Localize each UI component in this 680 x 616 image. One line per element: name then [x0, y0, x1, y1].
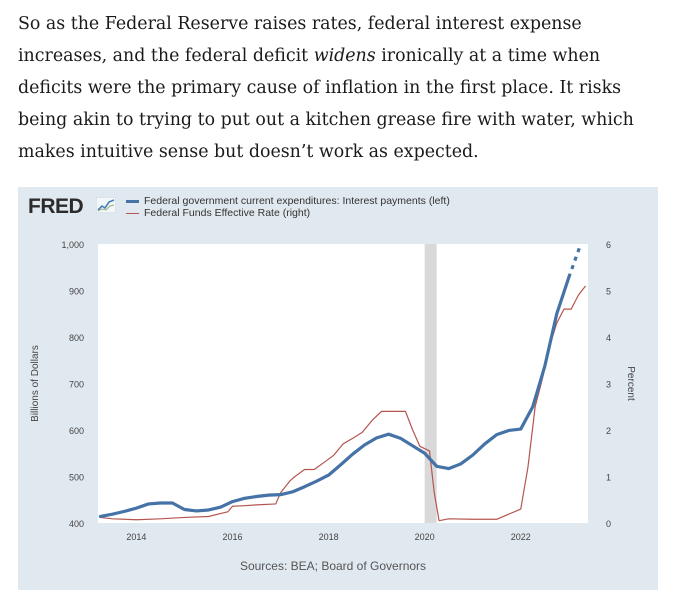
x-tick-label: 2016	[222, 532, 242, 542]
y-left-tick-label: 400	[69, 519, 84, 529]
y-right-tick-label: 6	[606, 240, 611, 250]
fred-chart-panel: 400 500 600 700 800 900 1,000 0 1 2 3 4 5 6 2014 2016 20…	[18, 187, 658, 590]
y-left-tick-label: 500	[69, 473, 84, 483]
recession-shading	[424, 244, 437, 523]
y-left-tick-label: 1,000	[61, 240, 84, 250]
y-right-tick-label: 1	[606, 473, 611, 483]
plot-area	[98, 244, 588, 523]
legend-swatch-fedfunds	[126, 212, 139, 214]
y-left-axis-title: Billions of Dollars	[30, 345, 41, 422]
x-tick-label: 2018	[319, 532, 339, 542]
legend-label-interest: Federal government current expenditures:…	[144, 195, 450, 207]
y-right-axis-title: Percent	[625, 366, 636, 401]
series-line-interest-payments-projection	[567, 243, 583, 279]
y-right-tick-label: 0	[606, 519, 611, 529]
y-left-tick-label: 900	[69, 287, 84, 297]
legend-label-fedfunds: Federal Funds Effective Rate (right)	[144, 207, 311, 219]
fred-chart: 400 500 600 700 800 900 1,000 0 1 2 3 4 5 6 2014 2016 20…	[30, 240, 636, 542]
legend-swatch-interest	[126, 199, 139, 203]
legend-item-interest-payments: Federal government current expenditures:…	[126, 195, 450, 207]
x-tick-label: 2022	[511, 532, 531, 542]
x-tick-label: 2014	[126, 532, 146, 542]
article-text-emphasis: widens	[313, 46, 376, 66]
y-left-tick-label: 800	[69, 333, 84, 343]
article-paragraph: So as the Federal Reserve raises rates, …	[18, 8, 668, 168]
y-left-tick-label: 600	[69, 426, 84, 436]
legend-item-fed-funds: Federal Funds Effective Rate (right)	[126, 207, 450, 219]
article-text-part1: So as the Federal Reserve raises rates, …	[18, 14, 582, 66]
y-right-tick-label: 5	[606, 287, 611, 297]
series-line-fed-funds-rate	[100, 285, 587, 522]
y-right-tick-label: 4	[606, 333, 611, 343]
series-line-interest-payments	[98, 275, 571, 519]
y-right-tick-label: 2	[606, 426, 611, 436]
x-tick-label: 2020	[415, 532, 435, 542]
y-right-tick-label: 3	[606, 380, 611, 390]
chart-trend-icon	[96, 197, 116, 213]
chart-sources: Sources: BEA; Board of Governors	[239, 559, 427, 573]
article-text-part2: ironically at a time when deficits were …	[18, 46, 634, 162]
fred-logo[interactable]: FRED	[28, 195, 84, 218]
y-left-tick-label: 700	[69, 380, 84, 390]
chart-legend: Federal government current expenditures:…	[126, 195, 450, 219]
